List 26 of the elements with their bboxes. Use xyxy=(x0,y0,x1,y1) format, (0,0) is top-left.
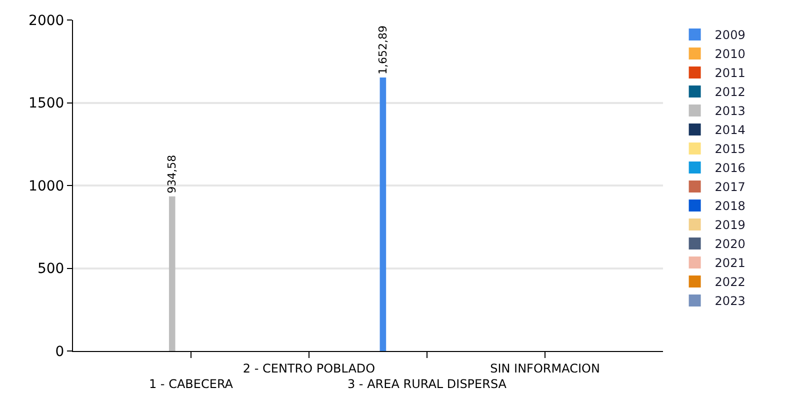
data-label: 934,58 xyxy=(166,154,179,194)
y-tick-label: 0 xyxy=(55,344,64,360)
legend-label: 2020 xyxy=(714,237,746,252)
legend-label: 2011 xyxy=(714,66,746,80)
legend-label: 2009 xyxy=(714,28,746,42)
y-tick-label: 1000 xyxy=(28,178,64,194)
y-tick-label: 2000 xyxy=(28,12,64,29)
legend-label: 2013 xyxy=(714,104,746,118)
legend-label: 2021 xyxy=(714,256,746,270)
x-tick-label: 3 - AREA RURAL DISPERSA xyxy=(347,377,508,391)
x-tick-label: 2 - CENTRO POBLADO xyxy=(242,361,376,376)
legend-label: 2014 xyxy=(714,123,746,138)
legend-label: 2019 xyxy=(714,218,746,232)
x-tick-label: SIN INFORMACION xyxy=(490,361,600,376)
y-tick-label: 1500 xyxy=(28,96,64,112)
legend-label: 2022 xyxy=(714,275,746,290)
legend-label: 2023 xyxy=(714,294,746,308)
x-tick-label: 1 - CABECERA xyxy=(148,377,234,391)
legend-label: 2010 xyxy=(714,47,746,62)
legend-label: 2018 xyxy=(714,199,746,214)
legend-label: 2012 xyxy=(714,85,746,100)
data-label: 1,652,89 xyxy=(376,25,390,74)
y-tick-label: 500 xyxy=(37,261,64,278)
legend-label: 2016 xyxy=(714,161,746,176)
legend-label: 2017 xyxy=(714,180,746,194)
legend-label: 2015 xyxy=(714,142,746,156)
